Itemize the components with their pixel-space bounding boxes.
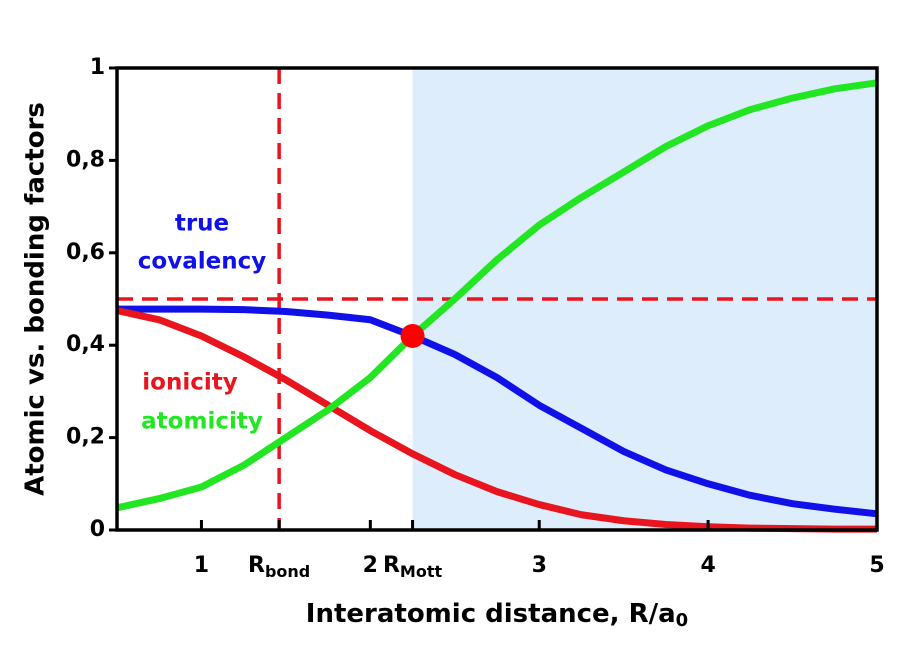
series-line bbox=[116, 307, 877, 533]
series-label: atomicity bbox=[141, 409, 263, 435]
y-tick-label: 0,4 bbox=[66, 332, 105, 357]
x-tick-label: Rbond bbox=[248, 553, 310, 581]
y-tick-label: 0,8 bbox=[66, 147, 105, 172]
y-tick-label: 0 bbox=[90, 517, 105, 542]
x-tick-label: 1 bbox=[194, 553, 209, 578]
series-label: ionicity bbox=[142, 370, 237, 396]
series-line bbox=[116, 79, 878, 512]
x-axis-title: Interatomic distance, R/a0 bbox=[306, 599, 688, 632]
y-axis-title: Atomic vs. bonding factors bbox=[21, 102, 51, 496]
x-axis-title-subscript: 0 bbox=[676, 610, 689, 631]
series-label: covalency bbox=[138, 249, 266, 275]
y-tick-label: 0,6 bbox=[66, 240, 105, 265]
x-tick-label: RMott bbox=[383, 553, 443, 581]
x-tick-label-subscript: bond bbox=[265, 562, 310, 581]
x-tick-label-main: R bbox=[248, 553, 265, 578]
x-axis-title-main: Interatomic distance, R/a bbox=[306, 599, 676, 629]
y-tick-label: 1 bbox=[90, 55, 105, 80]
x-tick-label: 3 bbox=[532, 553, 547, 578]
intersection-point bbox=[400, 323, 425, 348]
x-tick-label: 4 bbox=[700, 553, 715, 578]
series-label: true bbox=[175, 211, 229, 237]
plot-frame bbox=[115, 66, 879, 532]
y-tick-label: 0,2 bbox=[66, 425, 105, 450]
x-tick-label: 2 bbox=[363, 553, 378, 578]
series-line bbox=[117, 305, 878, 518]
x-tick-label: 5 bbox=[869, 553, 884, 578]
x-tick-label-subscript: Mott bbox=[400, 562, 443, 581]
x-tick-label-main: R bbox=[383, 553, 400, 578]
